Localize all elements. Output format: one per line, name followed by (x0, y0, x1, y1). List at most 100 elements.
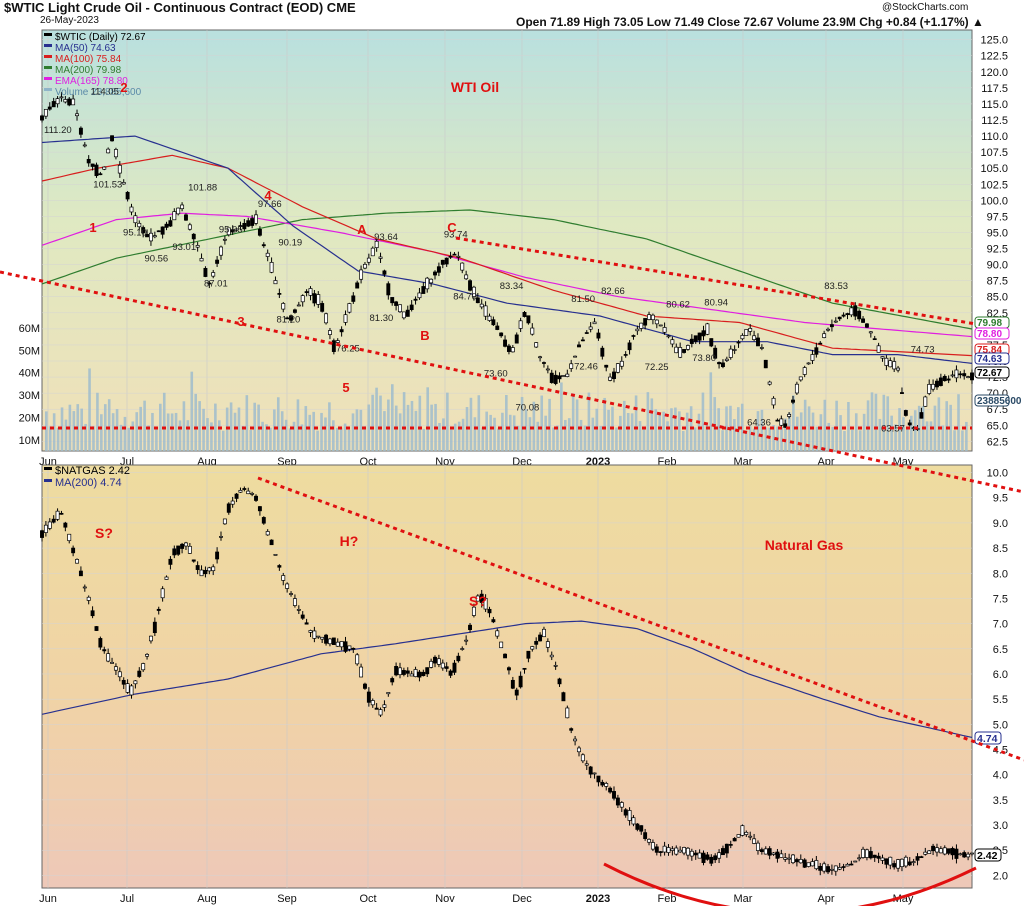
candle-body (156, 608, 161, 611)
candle-body (907, 422, 912, 426)
volume-bar (481, 427, 485, 451)
candle-body (682, 349, 687, 353)
volume-bar (485, 411, 488, 451)
candle-body (853, 305, 858, 317)
candle-body (409, 673, 414, 677)
candle-body (285, 317, 290, 320)
candle-body (841, 866, 846, 868)
candle-body (954, 369, 959, 379)
volume-bar (788, 412, 791, 451)
candle-body (499, 332, 504, 337)
candle-body (903, 410, 908, 416)
candle-body (172, 548, 177, 556)
volume-bar (634, 395, 638, 451)
candle-body (880, 356, 885, 359)
volume-bar (772, 425, 776, 451)
volume-bar (418, 395, 422, 451)
volume-bar (72, 411, 76, 451)
candle-body (211, 272, 216, 277)
candle-body (771, 397, 776, 406)
volume-bar (438, 422, 441, 451)
price-annotation: 76.25 (336, 343, 360, 354)
volume-bar (84, 423, 87, 451)
y-tick-label: 62.5 (987, 436, 1008, 448)
candle-body (207, 282, 212, 285)
candle-body (277, 565, 282, 568)
candle-body (133, 215, 138, 224)
candle-body (565, 373, 570, 377)
candle-body (880, 857, 885, 861)
candle-body (246, 220, 251, 227)
candle-body (238, 225, 243, 227)
price-annotation: 101.88 (188, 183, 217, 194)
volume-bar (898, 408, 901, 451)
wave-label: 2 (120, 80, 127, 95)
price-annotation: 114.05 (91, 86, 119, 97)
candle-body (405, 309, 410, 317)
candle-body (958, 853, 963, 856)
volume-bar (88, 368, 91, 451)
y-tick-label: 2.0 (993, 870, 1008, 882)
volume-bar (501, 412, 504, 451)
candle-body (312, 293, 317, 304)
legend-swatch (44, 44, 52, 47)
candle-body (728, 348, 733, 358)
volume-bar (198, 401, 201, 451)
volume-bar (107, 399, 111, 451)
wave-label: 4 (264, 188, 272, 203)
legend-entry: Volume 23,885,600 (55, 87, 142, 98)
volume-bar (697, 413, 701, 451)
candle-body (876, 855, 881, 859)
candle-body (573, 355, 578, 358)
candle-body (970, 852, 974, 855)
volume-bar (430, 404, 433, 451)
volume-bar (784, 418, 787, 451)
volume-bar (528, 417, 532, 451)
candle-body (495, 325, 500, 330)
candle-body (600, 781, 605, 786)
volume-bar (489, 414, 492, 451)
candle-body (339, 641, 344, 648)
candle-body (779, 853, 784, 858)
volume-bar (174, 412, 178, 451)
candle-body (861, 318, 865, 323)
right-value-box (974, 327, 1010, 340)
candle-body (460, 648, 465, 650)
volume-bar (402, 392, 406, 451)
candle-body (273, 280, 278, 285)
candle-body (491, 319, 496, 326)
candle-body (658, 324, 663, 327)
plot-area (41, 464, 973, 889)
candle-body (861, 848, 865, 858)
legend-entry: $NATGAS 2.42 (55, 465, 130, 477)
candle-body (705, 854, 710, 860)
candle-body (300, 295, 305, 303)
candle-body (748, 328, 753, 332)
y-tick-label: 3.5 (993, 795, 1008, 807)
candle-body (75, 559, 79, 564)
volume-bar (190, 371, 194, 451)
volume-bar (280, 411, 284, 451)
volume-bar (744, 430, 748, 451)
y-tick-label: 9.5 (993, 493, 1008, 505)
candle-body (833, 320, 838, 323)
candle-body (615, 797, 620, 806)
volume-bar (367, 404, 371, 451)
volume-bar (811, 412, 815, 451)
candle-body (195, 565, 200, 570)
legend-swatch (44, 88, 52, 91)
candle-body (931, 383, 936, 390)
candle-body (59, 96, 64, 99)
volume-bar (210, 422, 213, 451)
volume-bar (870, 392, 874, 451)
candle-body (685, 847, 690, 856)
candle-body (137, 670, 142, 677)
candle-body (215, 551, 220, 560)
volume-bar (654, 409, 658, 451)
volume-bar (119, 424, 123, 451)
candle-body (802, 859, 807, 868)
y-tick-label: 90.0 (987, 260, 1008, 272)
right-value-label: 2.42 (977, 850, 998, 862)
candle-body (538, 356, 543, 359)
right-value-label: 78.80 (977, 329, 1002, 340)
